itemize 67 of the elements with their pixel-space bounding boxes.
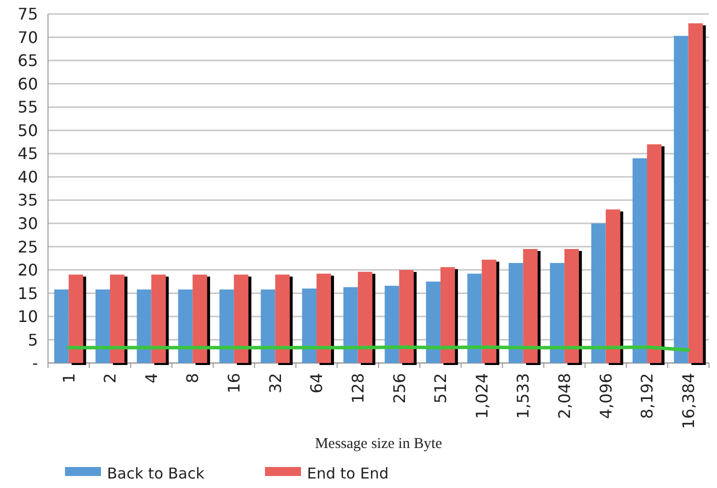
- y-tick-label: 5: [28, 330, 38, 350]
- y-tick-label: 70: [18, 28, 38, 47]
- bar: [275, 274, 290, 363]
- legend-label: Back to Back: [107, 464, 205, 482]
- x-tick-label: 2: [100, 373, 120, 384]
- bar: [302, 288, 317, 363]
- y-tick-label: 15: [18, 284, 38, 303]
- bar: [564, 248, 579, 363]
- bar: [343, 287, 358, 363]
- y-tick-label: 50: [18, 120, 38, 140]
- bar: [219, 289, 234, 363]
- y-tick-label: 45: [18, 144, 38, 164]
- bar: [523, 248, 538, 363]
- bar: [550, 262, 564, 363]
- bar: [110, 274, 124, 363]
- bar: [467, 274, 482, 363]
- bar: [632, 158, 648, 363]
- x-tick-label: 16: [224, 373, 244, 394]
- x-tick-label: 1,533: [514, 373, 533, 419]
- y-tick-label: 10: [18, 307, 38, 326]
- bar: [384, 286, 400, 363]
- y-tick-label: 55: [18, 98, 38, 117]
- x-tick-label: 1: [59, 373, 78, 384]
- legend-label: End to End: [307, 464, 389, 482]
- x-tick-label: 32: [266, 373, 285, 394]
- x-tick-label: 128: [348, 373, 368, 404]
- bar: [440, 267, 455, 363]
- bar: [674, 36, 688, 363]
- bar: [591, 223, 606, 363]
- bar: [96, 289, 110, 363]
- bar: [260, 289, 276, 363]
- bar: [482, 260, 496, 363]
- bar: [316, 274, 331, 363]
- y-tick-label: 30: [18, 214, 38, 233]
- bar: [647, 144, 662, 363]
- x-tick-label: 4,096: [596, 373, 616, 419]
- y-tick-label: 35: [18, 190, 38, 210]
- x-axis-title: Message size in Byte: [314, 436, 442, 452]
- y-tick-label: 60: [18, 74, 38, 94]
- x-tick-label: 16,384: [678, 373, 698, 429]
- x-tick-label: 2,048: [555, 373, 574, 419]
- bar: [136, 289, 152, 363]
- x-tick-label: 1,024: [472, 373, 492, 419]
- y-tick-label: 65: [18, 51, 38, 70]
- bar: [399, 270, 414, 363]
- y-tick-label: -: [32, 354, 38, 373]
- bar: [688, 23, 703, 363]
- bar: [151, 274, 166, 363]
- x-tick-label: 8,192: [638, 373, 657, 419]
- bar: [358, 272, 372, 363]
- bar: [178, 289, 193, 363]
- bar: [234, 274, 248, 363]
- y-tick-label: 20: [18, 260, 38, 280]
- x-tick-label: 4: [142, 373, 161, 384]
- x-tick-label: 64: [307, 373, 326, 394]
- y-tick-label: 40: [18, 167, 38, 186]
- bar: [426, 282, 440, 363]
- x-tick-label: 512: [431, 373, 450, 404]
- x-tick-label: 8: [183, 373, 202, 384]
- y-tick-label: 75: [18, 4, 38, 24]
- y-tick-label: 25: [18, 237, 38, 256]
- bar: [606, 209, 620, 363]
- bar: [192, 274, 208, 363]
- bar: [508, 262, 524, 363]
- bar: [54, 289, 69, 363]
- x-tick-label: 256: [390, 373, 409, 404]
- bar: [68, 274, 84, 363]
